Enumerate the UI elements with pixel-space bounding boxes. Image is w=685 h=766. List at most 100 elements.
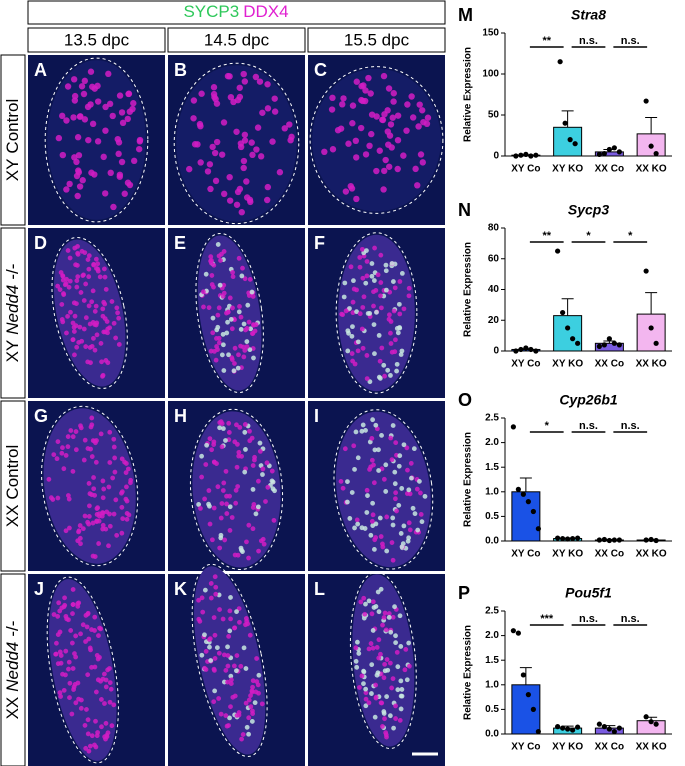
- cell: [269, 478, 275, 484]
- cell: [100, 153, 107, 161]
- cell: [257, 448, 263, 454]
- cell: [75, 152, 83, 159]
- cell: [242, 347, 248, 353]
- y-tick-label: 0.0: [485, 729, 499, 740]
- cell: [77, 324, 83, 330]
- data-point: [606, 726, 612, 732]
- significance-label: *: [628, 230, 633, 242]
- cell: [236, 255, 242, 261]
- cell: [86, 266, 92, 272]
- cell: [387, 121, 395, 128]
- cell: [199, 474, 205, 480]
- cell: [237, 424, 243, 430]
- cell: [89, 120, 97, 128]
- panel-letter: C: [314, 60, 327, 80]
- cell: [115, 139, 123, 146]
- cell: [95, 505, 101, 511]
- data-point: [572, 141, 578, 147]
- cell: [398, 531, 404, 536]
- cell: [78, 697, 84, 703]
- cell: [111, 702, 117, 708]
- cell: [80, 90, 88, 98]
- cell: [229, 326, 235, 332]
- cell: [364, 510, 370, 515]
- cell: [359, 428, 365, 434]
- cell: [198, 505, 203, 511]
- cell: [203, 648, 209, 654]
- cell: [89, 627, 94, 632]
- cell: [369, 457, 375, 463]
- cell: [221, 342, 226, 348]
- cell: [87, 345, 93, 350]
- cell: [103, 684, 109, 690]
- cell: [202, 587, 208, 593]
- cell: [125, 90, 133, 97]
- data-point: [596, 343, 602, 349]
- cell: [74, 192, 81, 200]
- cell: [378, 305, 384, 311]
- cell: [225, 679, 230, 685]
- cell: [253, 322, 259, 327]
- cell: [209, 447, 215, 453]
- cell: [382, 668, 388, 674]
- gonad-outline: [309, 66, 444, 214]
- cell: [351, 443, 357, 449]
- cell: [115, 310, 120, 316]
- cell: [118, 109, 126, 116]
- cell: [368, 111, 376, 118]
- x-tick-label: XY Co: [511, 549, 540, 560]
- data-point: [616, 149, 622, 155]
- cell: [345, 499, 350, 505]
- cell: [199, 453, 205, 459]
- cell: [63, 672, 68, 678]
- cell: [94, 512, 100, 517]
- cell: [251, 502, 257, 507]
- cell: [59, 151, 67, 159]
- cell: [249, 719, 255, 724]
- cell: [106, 100, 114, 108]
- cell: [399, 544, 405, 550]
- cell: [100, 522, 106, 528]
- error-bar: [561, 298, 574, 316]
- cell: [107, 460, 113, 465]
- cell: [69, 640, 75, 646]
- cell: [75, 274, 81, 279]
- cell: [71, 684, 77, 690]
- cell: [343, 308, 349, 314]
- cell: [388, 373, 393, 378]
- cell: [204, 168, 212, 175]
- cell: [261, 541, 267, 547]
- cell: [366, 646, 372, 652]
- cell: [229, 515, 235, 520]
- cell: [265, 484, 271, 490]
- cell: [236, 453, 242, 459]
- cell: [373, 682, 379, 688]
- cell: [243, 447, 248, 452]
- cell: [348, 185, 356, 192]
- cell: [390, 279, 396, 284]
- cell: [389, 261, 395, 266]
- x-tick-label: XY KO: [552, 549, 583, 560]
- y-tick-label: 1.0: [485, 679, 499, 690]
- tissue: [309, 66, 444, 214]
- cell: [102, 103, 109, 111]
- cell: [395, 687, 401, 693]
- cell: [363, 703, 369, 709]
- y-tick-label: 80: [488, 223, 500, 234]
- cell: [388, 341, 394, 346]
- cell: [87, 321, 93, 327]
- cell: [351, 278, 356, 284]
- cell: [216, 335, 222, 341]
- cell: [369, 662, 375, 668]
- cell: [87, 68, 95, 75]
- cell: [393, 337, 398, 343]
- cell: [383, 627, 389, 633]
- cell: [234, 713, 240, 718]
- cell: [236, 352, 241, 358]
- cell: [93, 744, 99, 750]
- cell: [92, 554, 98, 559]
- cell: [51, 612, 57, 617]
- cell: [211, 699, 217, 705]
- cell: [390, 515, 396, 521]
- cell: [402, 667, 408, 673]
